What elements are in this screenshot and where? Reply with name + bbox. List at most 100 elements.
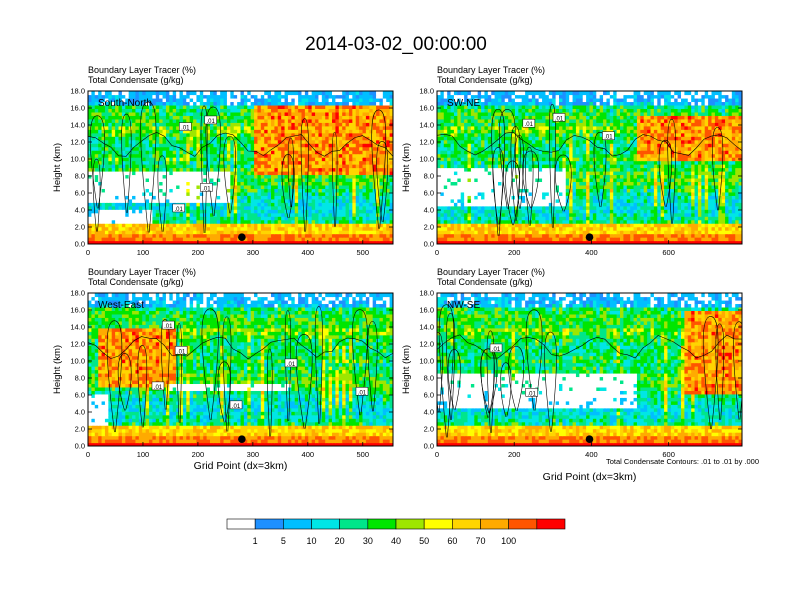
y-tick-label: 6.0 <box>424 391 434 400</box>
colorbar-label: 10 <box>306 536 316 546</box>
contour-label: .01 <box>489 343 503 353</box>
y-tick-label: 14.0 <box>70 121 85 130</box>
colorbar-swatch <box>508 518 538 530</box>
panel-sw-ne: .01 .01 .01 SW-NE Boundary Layer Tracer (%)T… <box>401 65 743 257</box>
plot-frame <box>436 292 743 447</box>
x-tick-label: 400 <box>302 450 315 459</box>
contour-label: .01 <box>179 122 192 132</box>
colorbar-swatch <box>536 518 566 530</box>
x-tick-label: 600 <box>662 450 675 459</box>
colorbar-swatch <box>367 518 397 530</box>
condensate-contours <box>437 103 742 236</box>
y-tick-label: 2.0 <box>424 425 434 434</box>
x-tick-label: 400 <box>302 248 315 257</box>
condensate-contours <box>437 304 742 438</box>
panels: .01 .01 .01 .01 South-North Boundary Layer Tr… <box>52 65 743 483</box>
colorbar-swatch <box>226 518 256 530</box>
tracer-field <box>88 91 393 244</box>
colorbar-swatch <box>395 518 425 530</box>
y-tick-label: 6.0 <box>75 391 85 400</box>
y-tick-label: 2.0 <box>75 223 85 232</box>
colorbar: 1 5 10 20 30 40 50 60 70 100 <box>226 518 566 546</box>
svg-text:.01: .01 <box>206 119 215 125</box>
svg-text:.01: .01 <box>175 207 184 213</box>
y-tick-label: 4.0 <box>75 408 85 417</box>
colorbar-swatch <box>452 518 481 530</box>
contour-label: .01 <box>229 400 243 410</box>
panel-title-line: Total Condensate (g/kg) <box>88 277 184 287</box>
contour-label: .01 <box>284 358 298 368</box>
x-tick-label: 400 <box>585 450 598 459</box>
x-tick-label: 500 <box>357 248 370 257</box>
location-marker <box>585 435 594 444</box>
panel-nw-se: .01 .01 NW-SE Boundary Layer Tracer (%)Tota… <box>401 267 743 483</box>
panel-label: South-North <box>98 98 152 109</box>
x-tick-label: 200 <box>508 248 521 257</box>
y-tick-label: 16.0 <box>419 104 434 113</box>
y-tick-label: 6.0 <box>424 189 434 198</box>
location-marker <box>238 233 246 241</box>
y-tick-label: 4.0 <box>75 206 85 215</box>
colorbar-label: 1 <box>253 536 258 546</box>
plot-frame <box>87 90 394 245</box>
y-tick-label: 18.0 <box>70 289 85 298</box>
y-tick-label: 10.0 <box>419 357 434 366</box>
tracer-field <box>437 293 742 446</box>
colorbar-label: 30 <box>363 536 373 546</box>
panel-west-east: .01 .01 .01 .01 .01 .01 West-East Boundary Laye… <box>52 267 394 472</box>
colorbar-label: 40 <box>391 536 401 546</box>
colorbar-swatch <box>339 518 369 530</box>
tracer-field <box>437 91 742 244</box>
contour-label: .01 <box>355 387 369 396</box>
x-tick-label: 100 <box>137 450 150 459</box>
y-axis-label: Height (km) <box>401 143 412 192</box>
y-tick-label: 4.0 <box>424 206 434 215</box>
x-tick-label: 200 <box>508 450 521 459</box>
panel-title-line: Boundary Layer Tracer (%) <box>88 65 196 75</box>
y-tick-label: 16.0 <box>70 104 85 113</box>
figure-title: 2014-03-02_00:00:00 <box>305 34 487 55</box>
y-tick-label: 2.0 <box>424 223 434 232</box>
y-axis-label: Height (km) <box>401 345 412 394</box>
panel-label: West-East <box>98 300 144 311</box>
svg-text:.01: .01 <box>202 186 211 192</box>
colorbar-swatch <box>311 518 340 530</box>
contour-label: .01 <box>172 203 185 213</box>
y-tick-label: 0.0 <box>424 240 434 249</box>
colorbar-swatch <box>283 518 312 530</box>
contour-label: .01 <box>602 131 615 141</box>
colorbar-label: 60 <box>447 536 457 546</box>
y-tick-label: 0.0 <box>75 240 85 249</box>
y-tick-label: 2.0 <box>75 425 85 434</box>
y-tick-label: 18.0 <box>419 87 434 96</box>
panel-title-line: Total Condensate (g/kg) <box>88 75 184 85</box>
plot-frame <box>87 292 394 447</box>
panel-title-line: Total Condensate (g/kg) <box>437 277 533 287</box>
condensate-contours <box>88 101 393 233</box>
location-marker <box>238 435 246 444</box>
y-tick-label: 10.0 <box>70 155 85 164</box>
x-tick-label: 200 <box>192 450 205 459</box>
y-tick-label: 14.0 <box>70 323 85 332</box>
y-tick-label: 8.0 <box>75 172 85 181</box>
x-tick-label: 600 <box>662 248 675 257</box>
y-tick-label: 10.0 <box>70 357 85 366</box>
y-tick-label: 12.0 <box>419 340 434 349</box>
colorbar-label: 20 <box>335 536 345 546</box>
x-tick-label: 500 <box>357 450 370 459</box>
panel-label: SW-NE <box>447 98 480 109</box>
panel-title-line: Boundary Layer Tracer (%) <box>437 65 545 75</box>
panel-title-line: Total Condensate (g/kg) <box>437 75 533 85</box>
contour-footnote: Total Condensate Contours: .01 to .01 by… <box>606 457 759 466</box>
x-axis-label: Grid Point (dx=3km) <box>194 460 288 472</box>
x-tick-label: 0 <box>435 248 439 257</box>
contour-label: .01 <box>522 118 536 128</box>
y-tick-label: 14.0 <box>419 323 434 332</box>
panel-title-line: Boundary Layer Tracer (%) <box>437 267 545 277</box>
x-tick-label: 0 <box>86 248 90 257</box>
y-tick-label: 12.0 <box>419 138 434 147</box>
x-tick-label: 400 <box>585 248 598 257</box>
x-tick-label: 0 <box>86 450 90 459</box>
y-tick-label: 0.0 <box>424 442 434 451</box>
